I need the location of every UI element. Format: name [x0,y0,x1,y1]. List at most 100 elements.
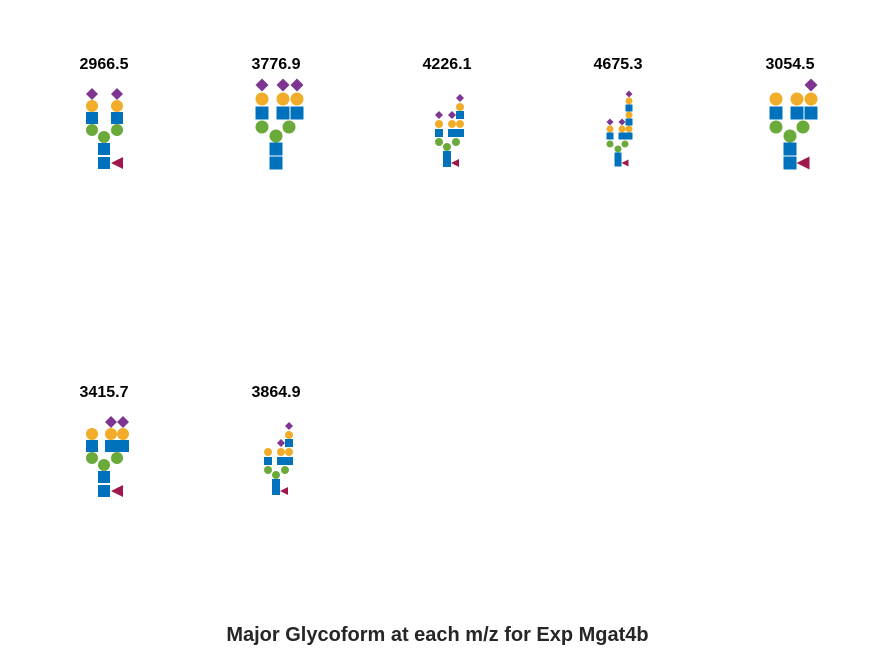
galactose-circle [285,431,293,439]
galactose-circle [456,120,464,128]
glycoform-panel: 4226.1 [402,56,492,196]
mz-label: 4226.1 [422,56,472,73]
glcnac-square [277,457,285,465]
fucose-triangle [111,485,123,497]
galactose-circle [435,120,443,128]
glcnac-square [276,106,290,120]
glcnac-square [804,106,818,120]
glcnac-square [98,485,110,497]
glcnac-square [625,118,633,126]
glcnac-square [435,129,443,137]
neuac-diamond [290,78,304,92]
mannose-circle [443,143,451,151]
neuac-diamond [277,439,285,447]
mannose-circle [255,120,269,134]
glcnac-square [272,479,280,487]
galactose-circle [111,100,123,112]
mannose-circle [272,471,280,479]
glycan-structure [255,78,304,170]
mz-label: 3415.7 [79,384,129,401]
galactose-circle [606,125,614,133]
glycan-structure [86,416,129,497]
mz-label: 3054.5 [765,56,815,73]
fucose-triangle [621,159,629,167]
glcnac-square [290,106,304,120]
mz-label: 2966.5 [79,56,129,73]
mz-label: 3864.9 [251,384,301,401]
mz-label: 3776.9 [251,56,301,73]
mannose-circle [783,129,797,143]
neuac-diamond [804,78,818,92]
galactose-circle [625,125,633,133]
glcnac-square [98,471,110,483]
glcnac-square [264,457,272,465]
glcnac-square [769,106,783,120]
mannose-circle [269,129,283,143]
glycan-structure [606,90,633,167]
glcnac-square [86,440,98,452]
glcnac-square [618,132,626,140]
neuac-diamond [105,416,117,428]
glcnac-square [783,142,797,156]
neuac-diamond [285,422,293,430]
galactose-circle [255,92,269,106]
galactose-circle [618,125,626,133]
glcnac-square [614,152,622,160]
mannose-circle [435,138,443,146]
glycoform-panel: 3054.5 [745,56,835,196]
mannose-circle [281,466,289,474]
glycoform-panel: 4675.3 [573,56,663,196]
galactose-circle [769,92,783,106]
glcnac-square [443,159,451,167]
galactose-circle [264,448,272,456]
mannose-circle [452,138,460,146]
glcnac-square [456,129,464,137]
mannose-circle [86,452,98,464]
glcnac-square [443,151,451,159]
glcnac-square [448,129,456,137]
galactose-circle [456,103,464,111]
mannose-circle [614,145,622,153]
mz-label: 4675.3 [593,56,643,73]
glycan-structure [86,88,123,169]
glcnac-square [285,439,293,447]
mannose-circle [111,452,123,464]
mannose-circle [606,140,614,148]
glcnac-square [86,112,98,124]
galactose-circle [790,92,804,106]
glycan-structure [435,94,464,167]
galactose-circle [625,97,633,105]
galactose-circle [290,92,304,106]
glcnac-square [98,143,110,155]
fucose-triangle [451,159,459,167]
glcnac-square [98,157,110,169]
glcnac-square [783,156,797,170]
figure-caption: Major Glycoform at each m/z for Exp Mgat… [226,624,649,646]
glcnac-square [255,106,269,120]
mannose-circle [796,120,810,134]
fucose-triangle [796,156,810,170]
mannose-circle [769,120,783,134]
neuac-diamond [606,118,614,126]
galactose-circle [105,428,117,440]
glcnac-square [111,112,123,124]
glcnac-square [614,159,622,167]
glycoform-panel: 2966.5 [59,56,149,196]
glcnac-square [456,111,464,119]
neuac-diamond [456,94,464,102]
mannose-circle [98,459,110,471]
glcnac-square [606,132,614,140]
galactose-circle [285,448,293,456]
galactose-circle [625,111,633,119]
neuac-diamond [111,88,123,100]
galactose-circle [448,120,456,128]
galactose-circle [276,92,290,106]
mannose-circle [98,131,110,143]
glycoform-panel: 3776.9 [231,56,321,196]
glcnac-square [285,457,293,465]
fucose-triangle [111,157,123,169]
neuac-diamond [117,416,129,428]
mannose-circle [621,140,629,148]
neuac-diamond [448,111,456,119]
neuac-diamond [276,78,290,92]
